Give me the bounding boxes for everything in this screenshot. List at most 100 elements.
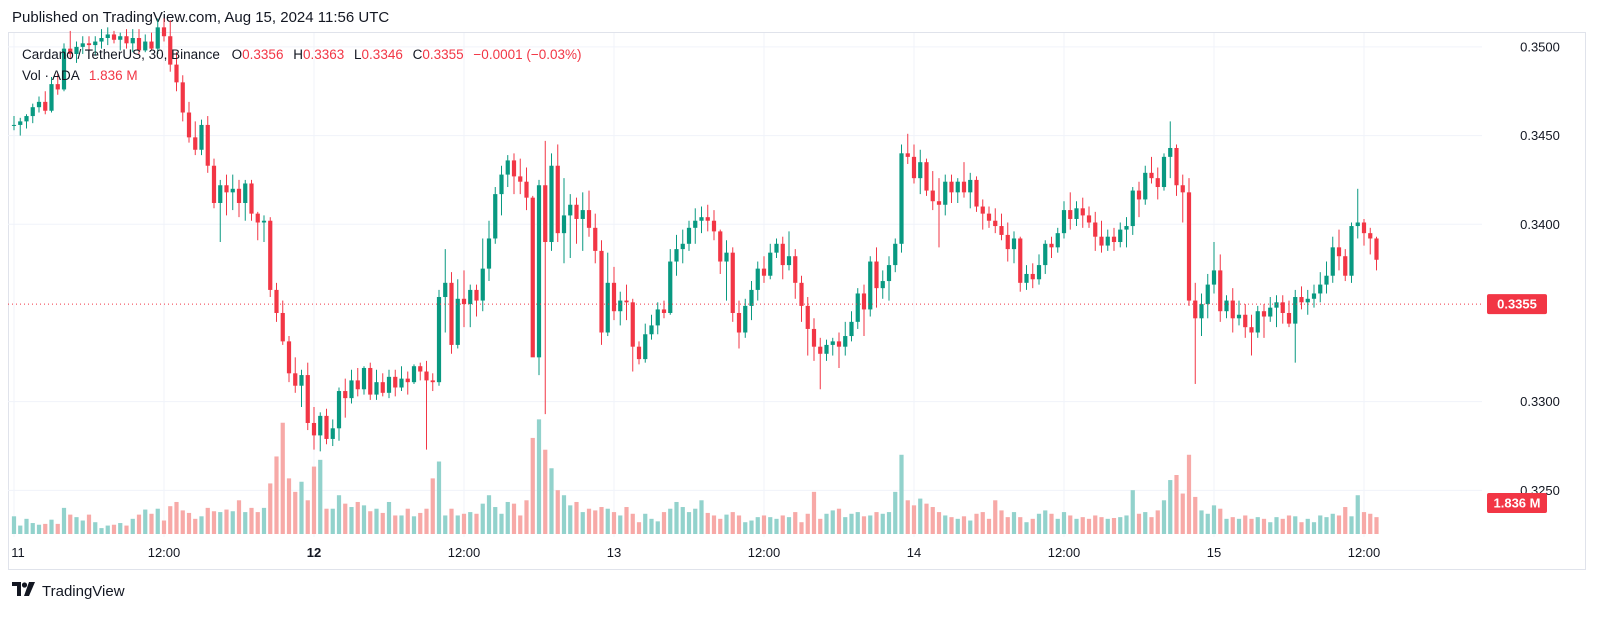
candle-body <box>693 220 698 228</box>
candle-body <box>1274 302 1279 308</box>
candle-body <box>249 183 254 214</box>
candle-body <box>1224 300 1229 312</box>
candle-body <box>268 220 273 290</box>
volume-bar <box>843 517 848 534</box>
tradingview-logo[interactable]: TradingView <box>12 582 125 601</box>
volume-bar <box>730 512 735 534</box>
candle-body <box>793 256 798 283</box>
candle-body <box>624 300 629 303</box>
volume-bar <box>1049 513 1054 534</box>
candle-body <box>1193 300 1198 319</box>
volume-bar <box>980 512 985 534</box>
volume-bar <box>849 513 854 534</box>
candle-body <box>643 334 648 360</box>
volume-bar <box>61 507 67 534</box>
candle-body <box>455 298 460 345</box>
volume-bar <box>286 478 292 534</box>
candle-body <box>305 375 310 423</box>
last-price-badge <box>1487 294 1547 315</box>
volume-bar <box>1311 522 1317 534</box>
volume-bar <box>424 508 429 534</box>
open-value: 0.3356 <box>242 47 284 62</box>
candle-body <box>74 46 79 54</box>
candle-body <box>343 391 348 399</box>
volume-bar <box>993 500 998 534</box>
candle-body <box>730 252 735 313</box>
volume-bar <box>1318 515 1323 534</box>
candle-body <box>1068 210 1073 219</box>
candle-body <box>186 112 192 138</box>
candle-body <box>1105 236 1110 246</box>
candle-body <box>1074 208 1079 219</box>
candle-body <box>1018 238 1023 283</box>
candle-body <box>1305 298 1310 303</box>
volume-bar <box>205 507 210 534</box>
candle-body <box>943 181 948 205</box>
volume-label[interactable]: Vol · ADA <box>22 68 80 83</box>
volume-bar <box>974 513 979 534</box>
candle-body <box>849 321 854 337</box>
volume-bar <box>943 515 948 534</box>
candle-body <box>1249 327 1254 333</box>
volume-bar <box>568 505 573 534</box>
open-label: O <box>231 47 243 62</box>
volume-bar <box>161 520 167 534</box>
volume-bar <box>1355 495 1360 534</box>
volume-bar <box>199 516 204 534</box>
volume-bar <box>124 525 129 534</box>
candle-body <box>799 282 804 306</box>
volume-bar <box>1374 517 1379 534</box>
candle-body <box>1374 238 1379 260</box>
candle-body <box>155 27 160 49</box>
volume-bar <box>1199 510 1204 534</box>
volume-bar <box>918 498 923 534</box>
candle-body <box>243 183 248 203</box>
candle-body <box>1255 311 1260 333</box>
candle-body <box>655 309 660 326</box>
candle-body <box>143 41 148 51</box>
volume-bar <box>755 517 760 534</box>
candle-body <box>349 380 354 399</box>
candle-body <box>1143 172 1148 200</box>
volume-bar <box>343 503 348 534</box>
candle-body <box>749 289 754 306</box>
candle-body <box>30 107 35 117</box>
candle-body <box>130 38 135 44</box>
volume-bar <box>705 512 710 534</box>
volume-bar <box>774 518 779 534</box>
low-label: L <box>354 47 362 62</box>
candle-body <box>680 243 685 250</box>
candle-body <box>461 298 467 305</box>
volume-bar <box>243 512 248 534</box>
volume-bar <box>518 515 523 534</box>
volume-bar <box>599 507 604 534</box>
candle-body <box>93 41 98 46</box>
volume-bar <box>1255 517 1260 534</box>
volume-bar <box>393 515 398 534</box>
symbol-title[interactable]: Cardano / TetherUS, 30, Binance <box>22 47 220 62</box>
volume-bar <box>661 512 667 534</box>
candle-body <box>224 185 229 193</box>
candle-body <box>236 188 242 203</box>
volume-bar <box>1186 454 1192 534</box>
candle-body <box>699 217 704 221</box>
volume-bar <box>474 513 479 534</box>
candle-body <box>811 328 817 347</box>
x-tick-label: 14 <box>907 545 921 560</box>
volume-bar <box>268 483 273 534</box>
candle-body <box>586 210 592 228</box>
volume-bar <box>1136 513 1142 534</box>
candle-body <box>61 48 67 90</box>
chart-frame[interactable] <box>8 32 1586 570</box>
volume-bar <box>768 517 773 534</box>
volume-bar <box>49 519 54 534</box>
candle-body <box>280 312 285 342</box>
volume-bar <box>1155 510 1160 534</box>
candle-body <box>193 137 198 150</box>
volume-bar <box>643 513 648 534</box>
volume-bar <box>455 515 460 534</box>
candle-body <box>293 373 298 386</box>
volume-bar <box>99 528 104 534</box>
candles <box>11 18 1379 452</box>
